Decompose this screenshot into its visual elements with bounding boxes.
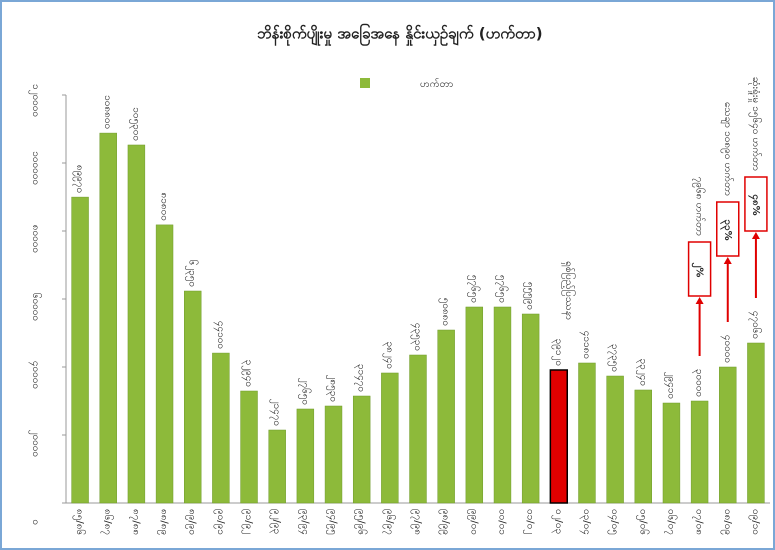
bar [690, 400, 709, 504]
bar [296, 408, 315, 504]
x-tick-label: ၈၇/၈၈ [128, 509, 141, 535]
x-tick-label: ၉၇/၉၈ [410, 509, 423, 535]
x-tick-label: ၉၄/၉၅ [326, 509, 339, 535]
bar [634, 389, 652, 504]
bar [155, 224, 174, 504]
x-tick-label: ၉၅/၉၆ [354, 509, 369, 535]
annotation-text: ၂% [691, 263, 705, 278]
value-label: ၅၅၅၉၀ [523, 282, 536, 310]
annotation-box [744, 176, 768, 232]
annotation-note: ဆုံးရှုံးမှု ၁၅၆၄၀ ဟက်တာ [748, 77, 763, 171]
value-label: ၄၇၀၆၀ [748, 311, 763, 339]
value-label: ၄၃၅၃၀ [410, 323, 423, 351]
value-label: ၃၃၂၄၀ [635, 359, 648, 386]
y-tick-label: ၁၀၀၀၀၀ [30, 151, 41, 185]
bar [268, 429, 286, 504]
bar [71, 196, 89, 504]
x-tick-label: ၈၆/၈၇ [100, 509, 115, 535]
annotation-note: ၇၉၆၈ ဟက်တာ [692, 177, 707, 236]
x-tick-label: ၀၀/၀၁ [496, 509, 507, 535]
bar [409, 354, 427, 504]
x-tick-label: ၈၉/၉၀ [185, 509, 198, 535]
value-label: ၁၀၈၈၀၀ [102, 95, 113, 129]
bar [719, 366, 737, 504]
arrow-head [723, 257, 732, 264]
x-tick-label: ၀၅/၀၆ [635, 509, 650, 535]
legend-label: ဟက်တာ [420, 77, 453, 90]
x-tick-label: ၀၁/၀၂ [523, 509, 536, 534]
bar [212, 352, 230, 504]
x-tick-label: ၉၈/၉၉ [438, 509, 451, 535]
value-label: ၈၉၉၇၀ [72, 165, 85, 193]
value-label: ၆၂၃၅၀ [185, 260, 200, 287]
x-tick-label: ၉၆/၉၇ [382, 509, 397, 535]
arrow-head [695, 297, 704, 304]
value-label: ၂၈၅၃၀ [326, 374, 339, 402]
value-label: ၂၉၄၁၀ [663, 372, 676, 399]
x-tick-label: ၀၄/၀၅ [607, 509, 620, 535]
bar [606, 375, 624, 504]
y-tick-label: ၈၀၀၀၀ [30, 225, 41, 253]
value-label: ၅၀၈၈၀ [438, 298, 451, 326]
bar [352, 395, 371, 504]
value-label: ၅၇၆၅၀ [494, 275, 509, 303]
x-tick-label: ၉၃/၉၄ [297, 509, 310, 535]
bar [747, 342, 765, 504]
value-label: ၃၂၉၄၀ [241, 360, 254, 387]
value-label: ၄၁၁၈၀ [579, 331, 592, 359]
value-label: ၃၇၃၅၀ [607, 344, 620, 372]
bar [127, 144, 146, 504]
arrow-head [751, 232, 760, 239]
x-tick-label: ၀၉/၁၀ [748, 509, 761, 535]
value-label: ၈၁၈၀၀ [159, 193, 170, 221]
x-tick-label: ၉၂/၉၃ [269, 509, 282, 534]
bar [465, 306, 484, 504]
value-label: ၃၁၄၇၀ [354, 364, 367, 392]
bar [521, 313, 540, 504]
bar [493, 306, 512, 504]
value-label: ၃၉၁၂၀ [551, 339, 564, 366]
bar [184, 290, 202, 504]
value-label: ၂၇၆၅၀ [297, 378, 312, 405]
annotation-text: ၃၃% [719, 219, 733, 240]
bar [324, 405, 343, 504]
annotation-text: ၄၈% [747, 194, 761, 215]
bar [662, 402, 681, 504]
x-tick-label: ၈၅/၈၆ [72, 509, 87, 535]
annotation-note: သေချာ ၁၀၈၉၀ ဟက်တာ [720, 102, 735, 196]
x-tick-label: ၈၈/၈၉ [157, 509, 170, 535]
x-tick-label: ၀၂/၀၃ [551, 509, 564, 534]
bar [381, 372, 399, 504]
y-tick-label: ၂၀၀၀၀ [28, 430, 41, 457]
value-label: ၁၀၅၃၀၀ [128, 107, 141, 141]
x-tick-label: ၀၆/၀၇ [663, 509, 678, 535]
y-tick-label: ၀ [30, 519, 41, 525]
legend-swatch [360, 78, 370, 88]
bar [578, 362, 596, 504]
x-tick-label: ၀၈/၀၉ [720, 509, 733, 535]
value-label: ၅၇၆၅၀ [466, 275, 481, 303]
value-label: ၂၁၄၇၀ [269, 399, 282, 426]
y-tick-label: ၆၀၀၀၀ [30, 293, 43, 321]
annotation-box [687, 241, 712, 297]
x-tick-label: ၀၇/၀၈ [692, 509, 705, 535]
bar [99, 132, 117, 504]
annotation: ရှစ်ပြည့်ပြဿနာ [561, 261, 577, 320]
value-label: ၃၀၀၀၀ [692, 369, 705, 397]
x-tick-label: ၉၁/၉၂ [241, 509, 254, 534]
bar [549, 369, 568, 504]
y-tick-label: ၁၂၀၀၀၀ [28, 84, 41, 117]
value-label: ၄၀၀၀၀ [720, 335, 733, 363]
x-tick-label: ၉၉/၀၀ [466, 509, 479, 535]
x-tick-label: ၀၃/၀၄ [579, 509, 592, 535]
value-label: ၄၄၁၀၀ [213, 321, 226, 349]
value-label: ၃၈၂၄၀ [382, 341, 395, 369]
y-tick-label: ၄၀၀၀၀ [28, 361, 41, 389]
bar [240, 390, 258, 504]
bar [437, 329, 455, 504]
x-tick-label: ၉၀/၉၁ [213, 509, 226, 535]
annotation-box [716, 201, 740, 257]
